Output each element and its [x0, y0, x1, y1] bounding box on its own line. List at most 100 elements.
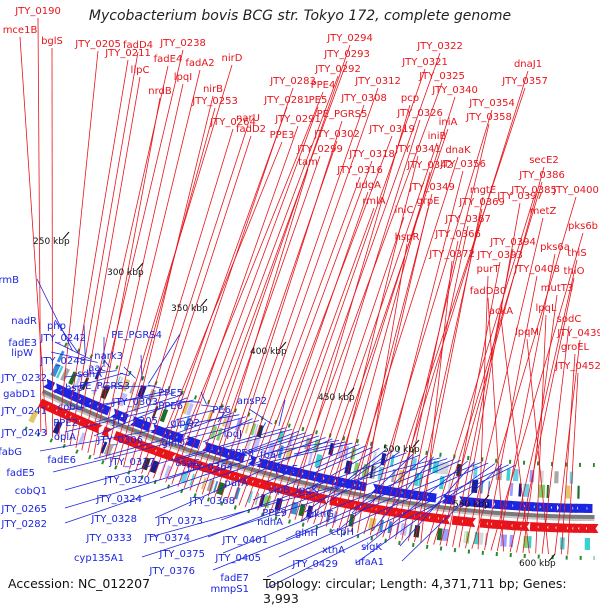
forward-gene-arrow: [538, 522, 551, 532]
gene-label: ctpH: [331, 527, 354, 538]
leader-line: [222, 459, 455, 554]
gene-label: JTY_0358: [465, 112, 512, 123]
reverse-gene-arrow: [584, 503, 593, 513]
leader-line: [200, 404, 214, 407]
gene-label: mmpS1: [210, 584, 249, 595]
tick-label: 300 kbp: [107, 268, 144, 278]
forward-gene-arrow: [414, 510, 423, 521]
category-band: [253, 424, 259, 437]
forward-gene-arrow: [501, 520, 515, 531]
leader-line: [171, 125, 299, 485]
gene-label: pks6a: [540, 242, 570, 253]
leader-line: [293, 441, 346, 455]
gene-label: bglS: [41, 36, 63, 47]
gene-label: JTY_0325: [418, 71, 465, 82]
gene-label: JTY_0316: [336, 165, 383, 176]
category-band: [244, 421, 250, 434]
forward-gene-arrow: [162, 449, 177, 462]
gene-label: JTY_0342: [406, 160, 453, 171]
gene-label: mutT3: [541, 283, 573, 294]
category-band: [254, 492, 260, 505]
category-band: [117, 377, 124, 389]
leader-line: [119, 372, 130, 377]
leader-line: [54, 319, 80, 355]
category-band: [164, 465, 172, 478]
leader-line: [471, 196, 577, 549]
category-band: [509, 534, 514, 548]
category-band: [221, 414, 228, 427]
leader-line: [266, 464, 516, 589]
leader-line: [477, 275, 489, 550]
gene-label: JTY_0265: [0, 504, 47, 515]
gene-label: lpqL: [535, 303, 556, 314]
gene-label: JTY_0452: [554, 361, 600, 372]
gene-label: JTY_0439: [556, 328, 600, 339]
gene-label: JTY_0400: [552, 185, 599, 196]
gene-label: JTY_0394: [489, 237, 536, 248]
accession-text: Accession: NC_012207: [8, 576, 151, 591]
gene-label: JTY_0282: [0, 519, 47, 530]
category-band: [377, 466, 385, 481]
leader-line: [207, 454, 421, 538]
gene-label: JTY_0354: [468, 98, 515, 109]
leader-line: [37, 17, 42, 433]
gene-label: JTY_0376: [148, 566, 195, 577]
category-band: [298, 503, 306, 517]
forward-gene-arrow: [284, 485, 295, 497]
leader-line: [244, 160, 373, 508]
leader-line: [141, 458, 448, 558]
leader-line: [64, 392, 175, 411]
leader-line: [259, 422, 267, 434]
gene-label: nrdB: [148, 86, 172, 97]
gene-label: JTY_0318: [348, 149, 395, 160]
gene-label: fadE5: [6, 468, 35, 479]
category-band: [471, 479, 479, 494]
leader-line: [560, 353, 576, 555]
leader-line: [433, 181, 543, 545]
leader-line: [300, 451, 400, 522]
gene-label: JTY_0205: [74, 39, 121, 50]
leader-line: [39, 414, 240, 452]
tick-label: 250 kbp: [33, 237, 70, 247]
leader-line: [369, 170, 464, 536]
gene-label: iniA: [439, 117, 458, 128]
forward-gene-arrow: [228, 470, 239, 482]
gene-label: ansP2: [237, 396, 267, 407]
leader-line: [167, 432, 306, 480]
leader-line: [484, 275, 538, 551]
gene-label: ackA: [489, 306, 513, 317]
gene-label: PE_PGRS3: [79, 381, 130, 392]
tick-label: 350 kbp: [171, 304, 208, 314]
gene-label: fadD2: [236, 124, 266, 135]
gene-label: hsp: [65, 383, 83, 394]
gene-label: JTY_0386: [518, 170, 565, 181]
leader-line: [567, 372, 579, 555]
gene-label: JTY_0306: [96, 435, 143, 446]
leader-line: [64, 427, 286, 491]
leader-line: [175, 408, 220, 421]
category-band: [554, 471, 559, 484]
category-band: [78, 432, 86, 445]
gene-label: lpqI: [174, 72, 192, 83]
gene-label: JTY_0211: [104, 48, 151, 59]
leader-line: [220, 120, 343, 501]
leader-line: [278, 399, 286, 427]
forward-gene-arrow: [375, 504, 389, 516]
leader-line: [212, 461, 482, 571]
gene-label: JTY_0305: [111, 416, 158, 427]
gene-label: PPE5: [158, 388, 183, 399]
gene-label: JTY_0238: [159, 38, 206, 49]
reverse-gene-arrow: [86, 398, 100, 411]
gene-label: JTY_0341: [394, 144, 441, 155]
category-band: [463, 531, 466, 544]
leader-line: [105, 69, 201, 461]
leader-line: [319, 96, 456, 526]
leader-line: [19, 36, 47, 435]
forward-gene-arrow: [259, 479, 275, 492]
leader-line: [100, 385, 155, 388]
gene-label: PE_PGRS4: [111, 330, 162, 341]
gene-label: pcp: [401, 93, 419, 104]
category-band: [565, 485, 571, 499]
leader-line: [63, 59, 129, 443]
leader-line: [248, 408, 273, 425]
